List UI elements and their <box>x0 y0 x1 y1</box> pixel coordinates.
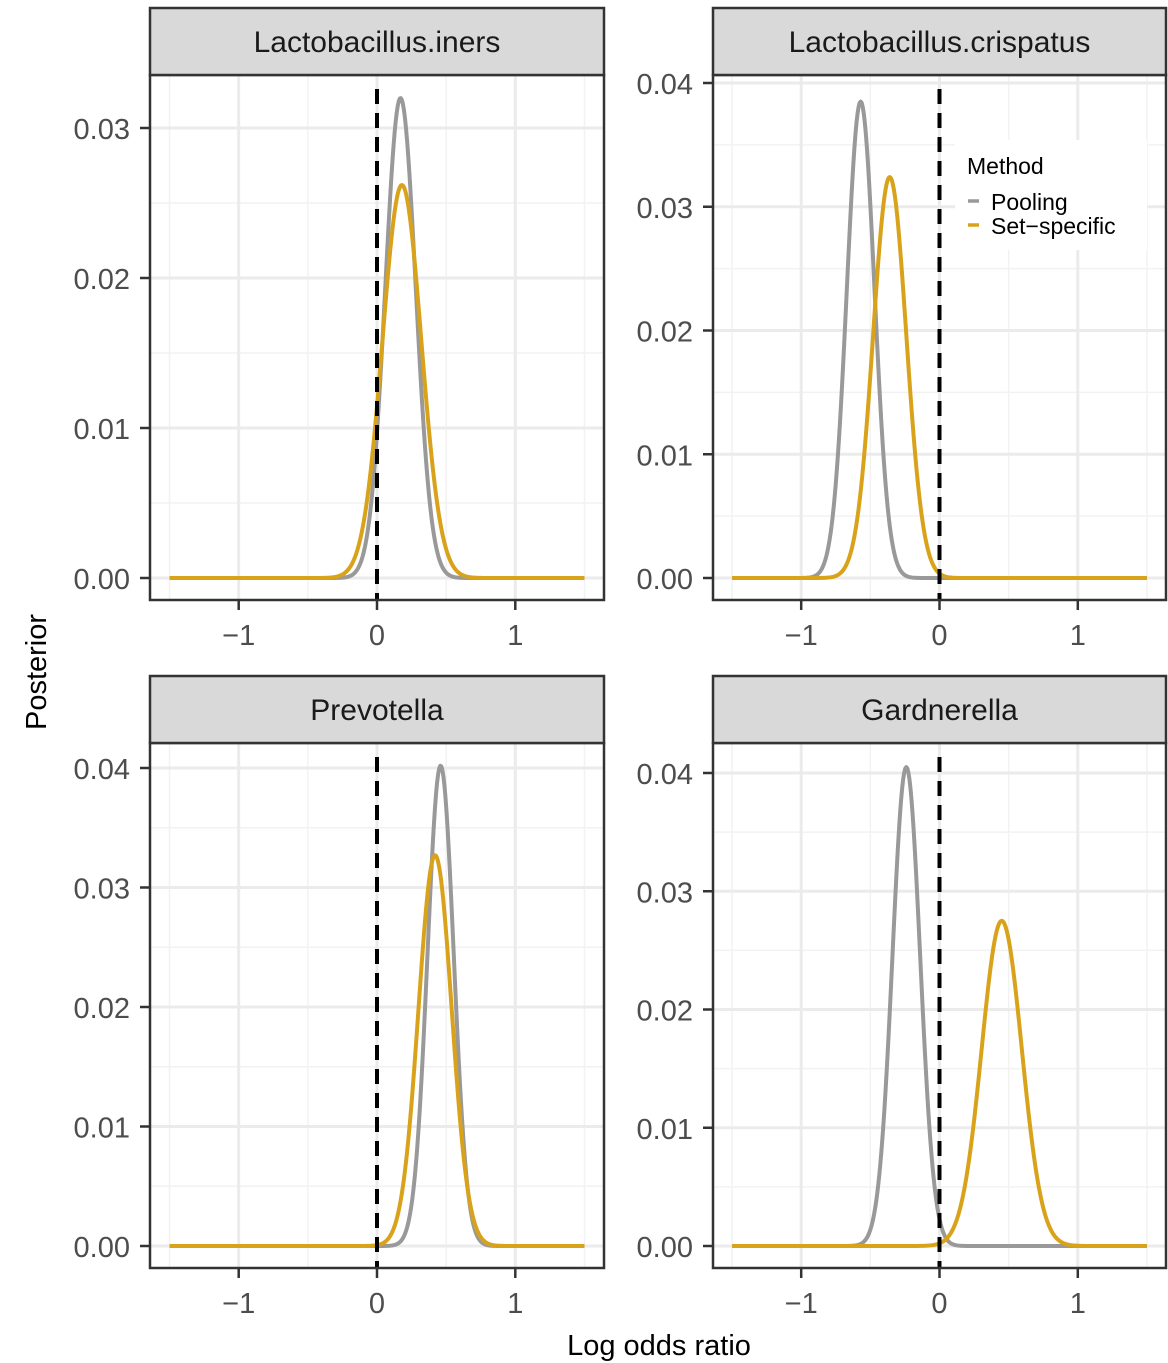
x-tick-label: 1 <box>507 1288 523 1320</box>
y-tick-label: 0.01 <box>637 440 693 472</box>
y-tick-label: 0.01 <box>74 1113 130 1145</box>
y-tick-label: 0.03 <box>637 193 693 225</box>
y-tick-label: 0.03 <box>637 877 693 909</box>
facet-strip <box>148 674 606 745</box>
panel-3: Prevotella 0.00 0.01 0.02 0.03 0.04 −1 0 1 <box>74 674 606 1320</box>
y-tick-label: 0.00 <box>637 1232 693 1264</box>
y-tick-label: 0.02 <box>74 264 130 296</box>
legend-background <box>955 140 1147 250</box>
y-tick-label: 0.03 <box>74 874 130 906</box>
x-tick-label: 0 <box>369 620 385 652</box>
x-tick-label: 0 <box>369 1288 385 1320</box>
x-tick-label: 0 <box>931 1288 947 1320</box>
panel-2: Lactobacillus.crispatus 0.00 0.01 0.02 0.03 0… <box>637 6 1168 652</box>
y-tick-label: 0.01 <box>74 414 130 446</box>
y-tick-label: 0.03 <box>74 114 130 146</box>
legend-label: Pooling <box>991 189 1068 215</box>
facet-strip <box>711 674 1168 745</box>
x-tick-label: −1 <box>785 620 818 652</box>
legend-label: Set−specific <box>991 213 1116 239</box>
y-tick-label: 0.02 <box>74 993 130 1025</box>
y-tick-label: 0.00 <box>74 1232 130 1264</box>
facet-title: Lactobacillus.crispatus <box>789 26 1091 59</box>
x-tick-label: 1 <box>507 620 523 652</box>
y-tick-label: 0.04 <box>74 754 130 786</box>
x-axis-title: Log odds ratio <box>567 1330 751 1362</box>
y-tick-label: 0.00 <box>637 564 693 596</box>
y-tick-label: 0.02 <box>637 317 693 349</box>
y-tick-label: 0.00 <box>74 564 130 596</box>
x-tick-label: −1 <box>222 620 255 652</box>
x-tick-label: 1 <box>1070 620 1086 652</box>
y-tick-label: 0.04 <box>637 69 693 101</box>
y-tick-label: 0.04 <box>637 759 693 791</box>
y-tick-label: 0.01 <box>637 1114 693 1146</box>
x-tick-label: −1 <box>222 1288 255 1320</box>
facet-title: Prevotella <box>310 694 444 727</box>
legend-title: Method <box>967 153 1044 179</box>
x-tick-label: 1 <box>1070 1288 1086 1320</box>
x-tick-label: −1 <box>785 1288 818 1320</box>
panel-4: Gardnerella 0.00 0.01 0.02 0.03 0.04 −1 0 1 <box>637 674 1168 1320</box>
panel-1: Lactobacillus.iners 0.00 0.01 0.02 0.03 −1 0 1 <box>74 6 606 652</box>
facet-strip <box>711 6 1168 77</box>
facet-strip <box>148 6 606 77</box>
y-tick-label: 0.02 <box>637 996 693 1028</box>
facet-title: Lactobacillus.iners <box>254 26 501 59</box>
facet-title: Gardnerella <box>861 694 1018 727</box>
x-tick-label: 0 <box>931 620 947 652</box>
y-axis-title: Posterior <box>21 614 53 730</box>
